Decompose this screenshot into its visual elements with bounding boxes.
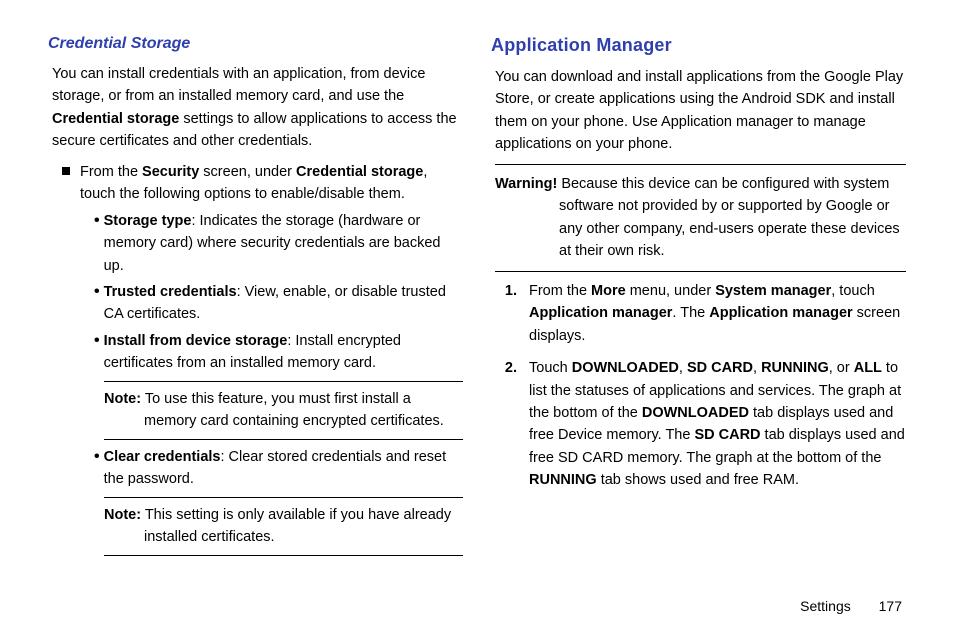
footer-section: Settings (800, 598, 851, 614)
bold: Warning! (495, 176, 557, 192)
text: Storage type: Indicates the storage (har… (104, 210, 463, 277)
text: . The (672, 305, 709, 321)
right-column: Application Manager You can download and… (491, 32, 906, 568)
text: , or (829, 360, 854, 376)
text: To use this feature, you must first inst… (141, 391, 444, 429)
intro-paragraph: You can install credentials with an appl… (52, 63, 463, 153)
bold: RUNNING (761, 360, 829, 376)
heading-credential-storage: Credential Storage (48, 32, 463, 57)
warning-box: Warning! Because this device can be conf… (495, 173, 902, 263)
text: From the (80, 164, 142, 180)
step-number: 2. (495, 357, 517, 492)
step-body: Touch DOWNLOADED, SD CARD, RUNNING, or A… (529, 357, 906, 492)
bold: More (591, 283, 626, 299)
page-columns: Credential Storage You can install crede… (0, 0, 954, 592)
bold: RUNNING (529, 472, 597, 488)
text: Because this device can be configured wi… (557, 176, 899, 259)
bold: SD CARD (694, 427, 760, 443)
numbered-steps: 1. From the More menu, under System mana… (495, 280, 906, 492)
text: , (753, 360, 761, 376)
footer-page-number: 177 (879, 598, 902, 614)
bold: Note: (104, 391, 141, 407)
sub-bullet-install-from-storage: • Install from device storage: Install e… (94, 330, 463, 375)
dot-icon: • (94, 210, 100, 277)
bold: Application manager (529, 305, 672, 321)
text: Clear credentials: Clear stored credenti… (104, 446, 463, 491)
bold: Application manager (709, 305, 852, 321)
divider (495, 271, 906, 272)
text: menu, under (626, 283, 715, 299)
bold: Security (142, 164, 199, 180)
text: screen, under (199, 164, 296, 180)
sub-bullet-storage-type: • Storage type: Indicates the storage (h… (94, 210, 463, 277)
heading-application-manager: Application Manager (491, 32, 906, 60)
square-bullet-item: From the Security screen, under Credenti… (62, 161, 463, 562)
page-footer: Settings 177 (800, 596, 902, 618)
bold: DOWNLOADED (642, 405, 749, 421)
note-already-installed: Note: This setting is only available if … (104, 504, 463, 549)
bold: Install from device storage (104, 333, 288, 349)
bold: SD CARD (687, 360, 753, 376)
bold: Credential storage (296, 164, 423, 180)
divider (104, 439, 463, 440)
step-number: 1. (495, 280, 517, 347)
text: , touch (831, 283, 875, 299)
bold: Storage type (104, 213, 192, 229)
text: , (679, 360, 687, 376)
text: From the (529, 283, 591, 299)
bold: Clear credentials (104, 449, 221, 465)
step-1: 1. From the More menu, under System mana… (495, 280, 906, 347)
left-column: Credential Storage You can install crede… (48, 32, 463, 568)
dot-icon: • (94, 281, 100, 326)
text: Trusted credentials: View, enable, or di… (104, 281, 463, 326)
dot-icon: • (94, 330, 100, 375)
text: Touch (529, 360, 572, 376)
dot-icon: • (94, 446, 100, 491)
square-body: From the Security screen, under Credenti… (80, 161, 463, 562)
step-body: From the More menu, under System manager… (529, 280, 906, 347)
divider (104, 381, 463, 382)
text: This setting is only available if you ha… (141, 507, 451, 545)
sub-bullet-clear-credentials: • Clear credentials: Clear stored creden… (94, 446, 463, 491)
text: Install from device storage: Install enc… (104, 330, 463, 375)
bold: Note: (104, 507, 141, 523)
bold: Trusted credentials (104, 284, 237, 300)
text: tab shows used and free RAM. (597, 472, 799, 488)
square-bullet-icon (62, 167, 70, 175)
intro-paragraph: You can download and install application… (495, 66, 906, 156)
bold: DOWNLOADED (572, 360, 679, 376)
text: You can install credentials with an appl… (52, 66, 425, 104)
divider (104, 555, 463, 556)
sub-bullet-trusted-credentials: • Trusted credentials: View, enable, or … (94, 281, 463, 326)
divider (495, 164, 906, 165)
bold: System manager (715, 283, 831, 299)
divider (104, 497, 463, 498)
bold: ALL (854, 360, 882, 376)
note-memory-card: Note: To use this feature, you must firs… (104, 388, 463, 433)
bold: Credential storage (52, 111, 179, 127)
step-2: 2. Touch DOWNLOADED, SD CARD, RUNNING, o… (495, 357, 906, 492)
